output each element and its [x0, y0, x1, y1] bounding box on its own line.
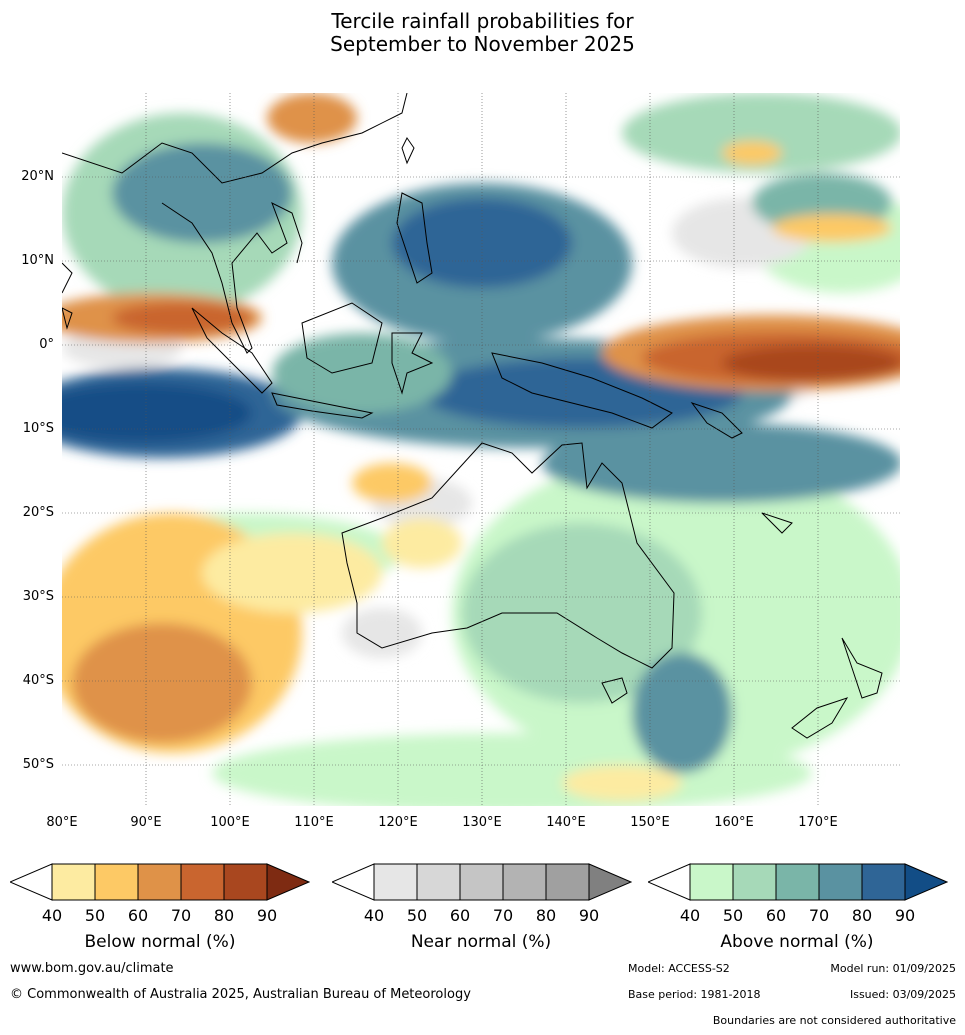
swatch-over-90 [904, 863, 948, 901]
swatch-60-70 [459, 863, 504, 901]
swatch-60-70 [137, 863, 182, 901]
swatch-80-90 [861, 863, 906, 901]
lat-label-20n: 20°N [21, 169, 54, 184]
lon-label-100e: 100°E [210, 815, 250, 830]
coastlines [62, 93, 883, 739]
issued-date: Issued: 03/09/2025 [849, 988, 956, 1001]
below-normal-colorbar [10, 860, 310, 904]
above-tick-40: 40 [679, 906, 701, 925]
lon-label-160e: 160°E [714, 815, 754, 830]
swatch-over-90 [588, 863, 632, 901]
swatch-over-90 [266, 863, 310, 901]
above-tick-70: 70 [808, 906, 830, 925]
near-tick-60: 60 [449, 906, 471, 925]
bom-url[interactable]: www.bom.gov.au/climate [10, 961, 174, 976]
swatch-40-50 [373, 863, 418, 901]
title-line-2: September to November 2025 [330, 32, 635, 56]
lat-label-50s: 50°S [22, 757, 54, 772]
lat-label-10s: 10°S [22, 421, 54, 436]
near-tick-40: 40 [363, 906, 385, 925]
model-run-date: Model run: 01/09/2025 [830, 962, 956, 975]
copyright-text: © Commonwealth of Australia 2025, Austra… [10, 987, 471, 1002]
below-tick-90: 90 [256, 906, 278, 925]
rainfall-probability-map [62, 93, 900, 806]
lon-label-110e: 110°E [294, 815, 334, 830]
above-normal-title: Above normal (%) [720, 932, 874, 952]
lon-label-120e: 120°E [378, 815, 418, 830]
lat-label-20s: 20°S [22, 505, 54, 520]
lon-label-130e: 130°E [462, 815, 502, 830]
near-tick-80: 80 [535, 906, 557, 925]
swatch-50-60 [416, 863, 461, 901]
swatch-80-90 [545, 863, 590, 901]
near-tick-90: 90 [578, 906, 600, 925]
swatch-70-80 [502, 863, 547, 901]
above-tick-60: 60 [765, 906, 787, 925]
swatch-70-80 [818, 863, 863, 901]
below-tick-70: 70 [170, 906, 192, 925]
lon-label-150e: 150°E [630, 815, 670, 830]
lon-label-170e: 170°E [798, 815, 838, 830]
above-tick-80: 80 [851, 906, 873, 925]
lat-label-40s: 40°S [22, 673, 54, 688]
graticule [62, 93, 900, 806]
lat-label-30s: 30°S [22, 589, 54, 604]
near-normal-title: Near normal (%) [410, 932, 552, 952]
below-tick-50: 50 [84, 906, 106, 925]
map-title: Tercile rainfall probabilities for Septe… [0, 10, 965, 56]
lat-label-10n: 10°N [21, 253, 54, 268]
above-tick-50: 50 [722, 906, 744, 925]
below-tick-60: 60 [127, 906, 149, 925]
swatch-50-60 [732, 863, 777, 901]
swatch-40-50 [689, 863, 734, 901]
boundaries-disclaimer: Boundaries are not considered authoritat… [712, 1014, 956, 1027]
lat-label-0: 0° [39, 337, 54, 352]
swatch-60-70 [775, 863, 820, 901]
title-line-1: Tercile rainfall probabilities for [331, 9, 634, 33]
lon-label-140e: 140°E [546, 815, 586, 830]
swatch-40-50 [51, 863, 96, 901]
lon-label-80e: 80°E [46, 815, 78, 830]
probability-field [62, 93, 900, 806]
lon-label-90e: 90°E [130, 815, 162, 830]
swatch-70-80 [180, 863, 225, 901]
below-normal-title: Below normal (%) [84, 932, 236, 952]
above-tick-90: 90 [894, 906, 916, 925]
near-normal-colorbar [332, 860, 632, 904]
above-normal-colorbar [648, 860, 948, 904]
below-tick-40: 40 [41, 906, 63, 925]
base-period: Base period: 1981-2018 [628, 988, 761, 1001]
swatch-50-60 [94, 863, 139, 901]
below-tick-80: 80 [213, 906, 235, 925]
near-tick-70: 70 [492, 906, 514, 925]
swatch-80-90 [223, 863, 268, 901]
near-tick-50: 50 [406, 906, 428, 925]
model-name: Model: ACCESS-S2 [628, 962, 730, 975]
